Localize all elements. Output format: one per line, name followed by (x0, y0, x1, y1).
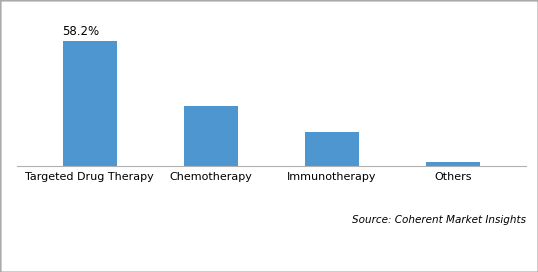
Text: Source: Coherent Market Insights: Source: Coherent Market Insights (352, 215, 526, 225)
Text: 58.2%: 58.2% (62, 25, 100, 38)
Bar (62, 41, 117, 166)
Bar (426, 162, 480, 166)
Bar (183, 106, 238, 166)
Bar (305, 132, 359, 166)
